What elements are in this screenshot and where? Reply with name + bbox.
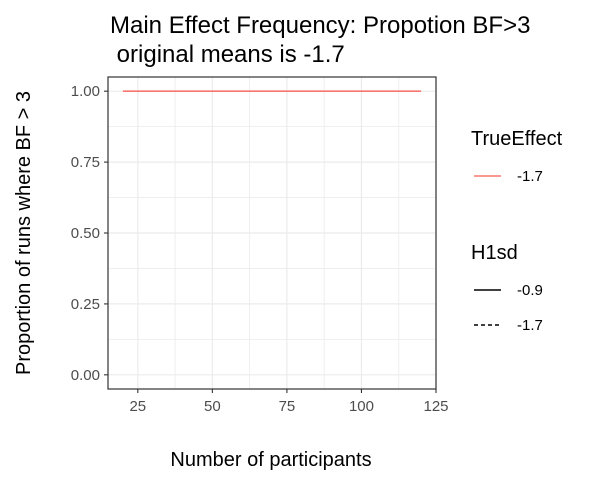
- y-tick-label: 0.50: [71, 225, 100, 242]
- chart-title-line-1: Main Effect Frequency: Propotion BF>3: [110, 12, 530, 39]
- y-axis-title: Proportion of runs where BF > 3: [13, 91, 35, 375]
- y-tick-label: 0.00: [71, 367, 100, 384]
- x-tick-label: 100: [349, 398, 374, 415]
- legend-title: TrueEffect: [471, 128, 563, 150]
- x-tick-label: 125: [423, 398, 448, 415]
- legend-title: H1sd: [471, 242, 518, 264]
- x-axis-title: Number of participants: [170, 449, 371, 471]
- x-tick-label: 25: [129, 398, 146, 415]
- y-tick-label: 1.00: [71, 83, 100, 100]
- y-tick-label: 0.25: [71, 296, 100, 313]
- legends: TrueEffect -1.7 H1sd -0.9 -1.7: [471, 128, 563, 334]
- x-tick-label: 50: [204, 398, 221, 415]
- y-tick-label: 0.75: [71, 154, 100, 171]
- legend-label: -1.7: [517, 168, 543, 185]
- legend-label: -1.7: [517, 317, 543, 334]
- x-tick-label: 75: [279, 398, 296, 415]
- chart-title-line-2: original means is -1.7: [110, 41, 345, 68]
- legend-label: -0.9: [517, 282, 543, 299]
- plot-panel: 25 50 75 100 125 0.00 0.25 0.50 0.75 1.00: [71, 76, 449, 415]
